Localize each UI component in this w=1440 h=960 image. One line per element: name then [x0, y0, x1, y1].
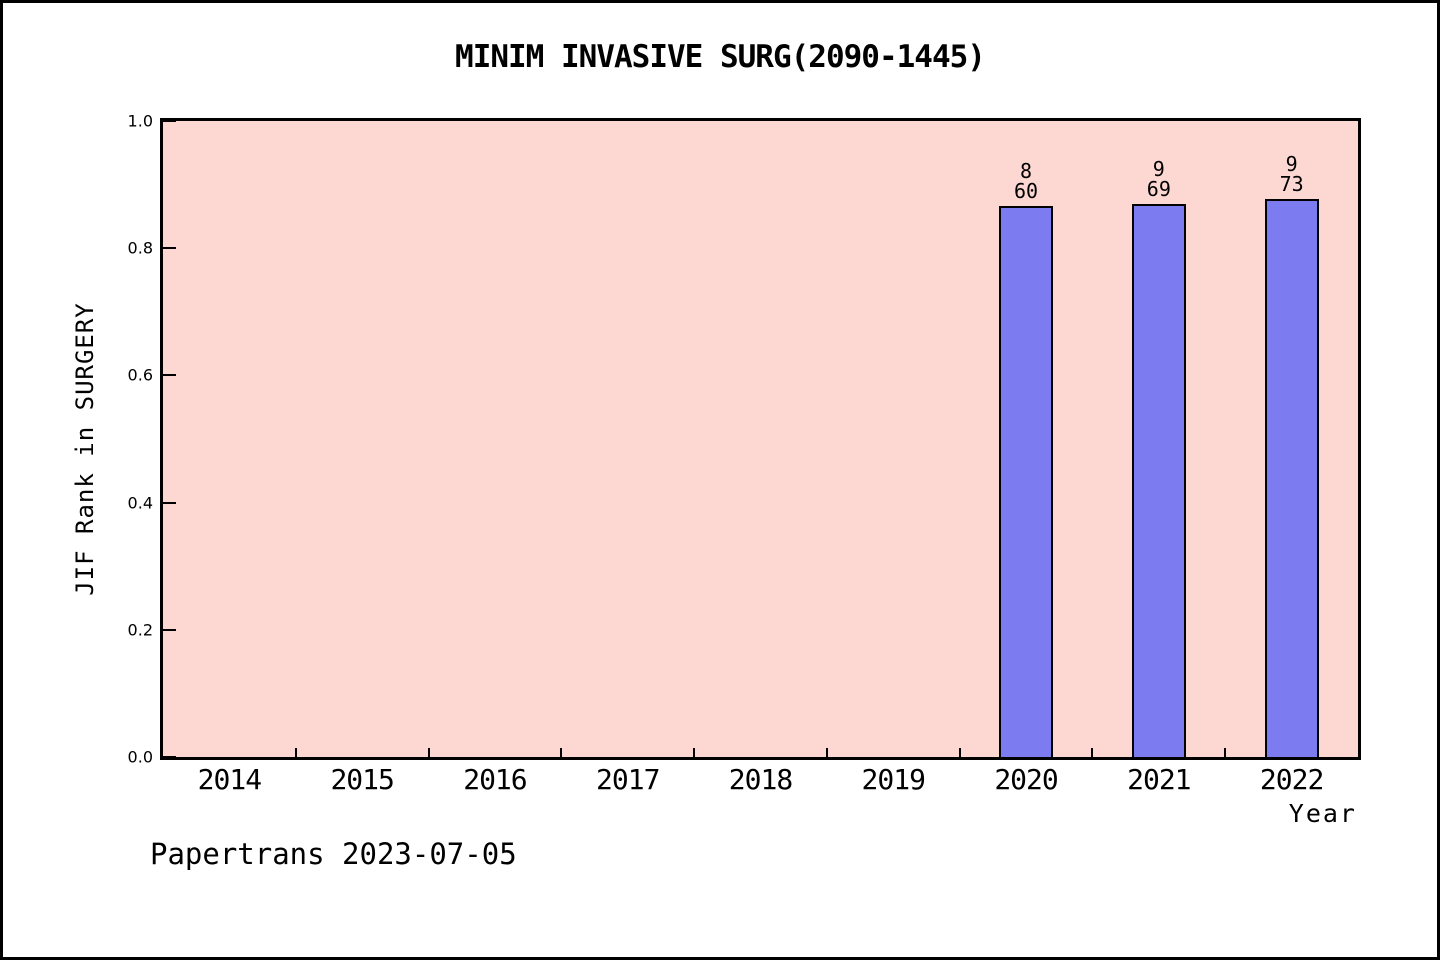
bar-total-value: 60 [1014, 179, 1039, 203]
x-minor-tick-mark [693, 748, 696, 757]
x-minor-tick-mark [958, 748, 961, 757]
x-tick-label: 2015 [330, 763, 394, 796]
bar-value-label-2020: 8 60 [1014, 161, 1038, 201]
x-tick-label: 2020 [994, 763, 1058, 796]
bar-2021 [1131, 204, 1186, 757]
y-tick-mark [163, 247, 176, 250]
plot-area: 8 60 9 69 9 73 [160, 118, 1361, 760]
bar-value-label-2022: 9 73 [1280, 154, 1304, 194]
y-tick-label: 0.0 [127, 747, 153, 767]
x-tick-label: 2014 [197, 763, 262, 796]
y-tick-mark [163, 120, 176, 122]
x-tick-label: 2019 [861, 763, 926, 796]
x-tick-label: 2022 [1259, 763, 1324, 796]
bar-2020 [999, 206, 1054, 757]
bar-2022 [1264, 199, 1319, 757]
y-tick-mark [163, 501, 176, 504]
y-tick-label: 1.0 [127, 111, 153, 131]
x-tick-label: 2017 [596, 763, 660, 796]
y-tick-mark [163, 756, 176, 758]
bar-total-value: 73 [1279, 172, 1304, 196]
y-axis-label: JIF Rank in SURGERY [71, 302, 99, 596]
x-minor-tick-mark [1091, 748, 1094, 757]
x-minor-tick-mark [1224, 748, 1227, 757]
y-tick-label: 0.8 [127, 238, 153, 258]
y-tick-mark [163, 374, 176, 377]
bar-rank-value: 9 [1285, 152, 1298, 176]
x-tick-label: 2018 [728, 763, 793, 796]
bar-total-value: 69 [1146, 177, 1171, 201]
y-tick-label: 0.2 [127, 620, 153, 640]
x-axis-label: Year [1288, 799, 1357, 828]
x-tick-label: 2021 [1127, 763, 1191, 796]
y-tick-label: 0.4 [127, 493, 153, 513]
bar-rank-value: 8 [1020, 159, 1033, 183]
x-tick-label: 2016 [463, 763, 527, 796]
x-minor-tick-mark [427, 748, 430, 757]
x-minor-tick-mark [294, 748, 297, 757]
x-minor-tick-mark [560, 748, 563, 757]
y-tick-label: 0.6 [127, 365, 153, 385]
chart-title: MINIM INVASIVE SURG(2090-1445) [455, 39, 986, 75]
bar-rank-value: 9 [1152, 157, 1165, 181]
y-tick-mark [163, 628, 176, 631]
x-minor-tick-mark [825, 748, 828, 757]
watermark-text: Papertrans 2023-07-05 [150, 837, 517, 871]
bar-value-label-2021: 9 69 [1147, 159, 1171, 199]
